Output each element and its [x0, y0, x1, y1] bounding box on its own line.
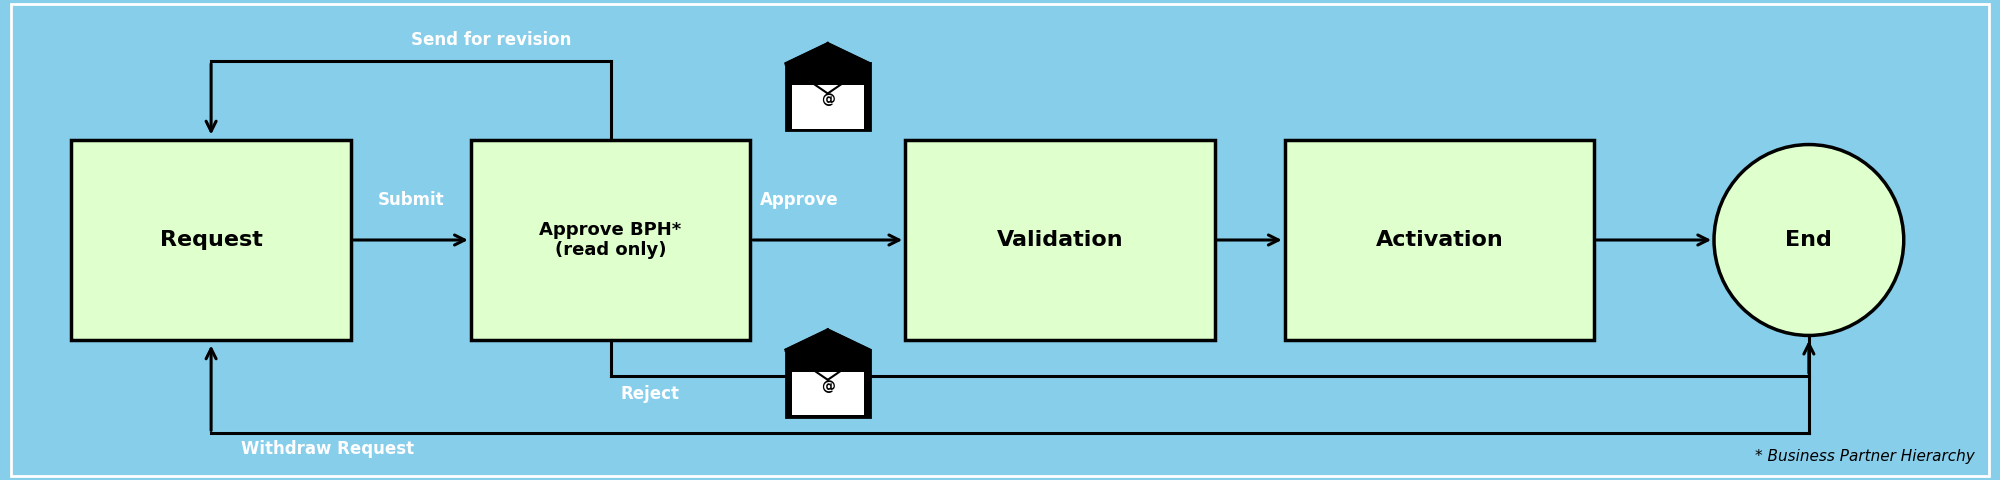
Text: Request: Request	[160, 230, 262, 250]
Bar	[72, 140, 350, 340]
FancyBboxPatch shape	[786, 63, 870, 130]
Text: Reject: Reject	[620, 384, 680, 403]
Text: Approve BPH*
(read only): Approve BPH* (read only)	[540, 221, 682, 259]
Text: @: @	[820, 380, 834, 394]
Text: Approve: Approve	[760, 191, 838, 209]
Polygon shape	[786, 43, 870, 63]
Bar	[470, 140, 750, 340]
Ellipse shape	[1714, 144, 1904, 336]
Text: Send for revision: Send for revision	[410, 31, 570, 49]
Text: Submit: Submit	[378, 191, 444, 209]
Polygon shape	[786, 330, 870, 350]
Text: @: @	[820, 93, 834, 107]
Bar	[906, 140, 1214, 340]
Text: Activation: Activation	[1376, 230, 1504, 250]
FancyBboxPatch shape	[786, 350, 870, 417]
Bar	[1284, 140, 1594, 340]
Text: Withdraw Request: Withdraw Request	[242, 441, 414, 458]
Text: * Business Partner Hierarchy: * Business Partner Hierarchy	[1754, 449, 1974, 464]
FancyBboxPatch shape	[792, 85, 864, 129]
FancyBboxPatch shape	[792, 372, 864, 415]
Text: End: End	[1786, 230, 1832, 250]
Text: Validation: Validation	[996, 230, 1124, 250]
